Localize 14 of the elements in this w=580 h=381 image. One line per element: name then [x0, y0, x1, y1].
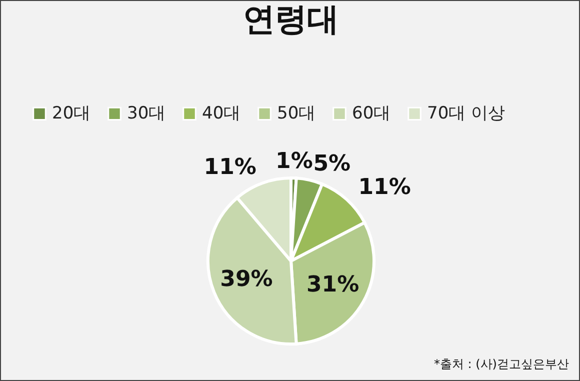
text: *출처 : (사)걷고싶은부산 [434, 357, 569, 371]
data-label: 31% [306, 272, 360, 298]
legend-label: 20대 [52, 104, 91, 124]
legend-label: 50대 [277, 104, 316, 124]
legend-label: 30대 [127, 104, 166, 124]
legend-label: 70대 이상 [427, 104, 506, 124]
chart-title: 연령대 [243, 0, 339, 38]
data-label: 11% [204, 155, 256, 180]
legend-label: 40대 [202, 104, 241, 124]
legend-label: 60대 [352, 104, 391, 124]
data-label: 1% [276, 149, 313, 174]
data-label: 11% [358, 174, 411, 200]
data-label: 5% [313, 152, 351, 177]
data-label: 39% [220, 267, 273, 292]
